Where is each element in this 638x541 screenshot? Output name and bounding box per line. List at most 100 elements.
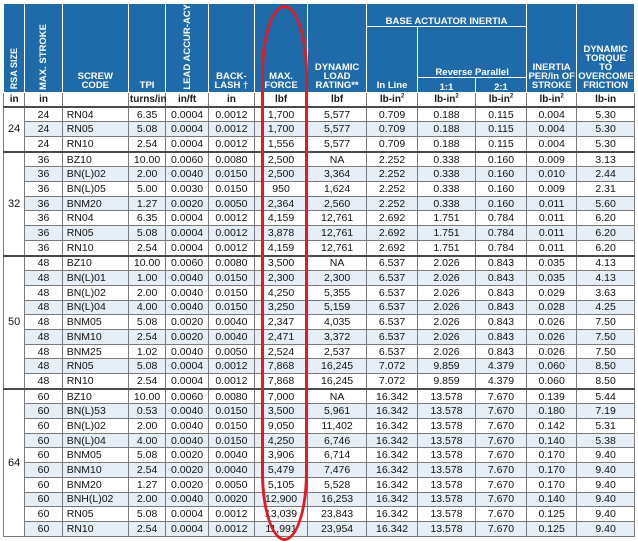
table-cell: 16.342	[365, 418, 419, 434]
table-cell: 0.0020	[165, 447, 209, 464]
table-cell: 0.0150	[207, 284, 255, 301]
table-cell: 1,556	[253, 136, 309, 153]
table-cell: 9.40	[576, 506, 635, 522]
table-cell: 2.026	[417, 314, 476, 330]
table-cell: 60	[24, 476, 63, 493]
spec-table-container: RSA SIZE MAX. STROKE SCREW CODE TPI LEAD…	[2, 3, 635, 541]
table-cell: 0.115	[474, 136, 528, 153]
table-cell: BNM20	[61, 476, 129, 493]
table-cell: 1.751	[417, 239, 476, 257]
table-cell: 0.0020	[165, 462, 209, 478]
table-cell: 6.35	[127, 210, 167, 227]
table-cell: 0.0040	[165, 491, 209, 508]
table-cell: 2,500	[253, 150, 309, 168]
table-cell: 3,364	[307, 166, 367, 183]
table-cell: 9.859	[417, 373, 476, 390]
table-cell: 0.0012	[207, 105, 255, 123]
table-cell: 60	[24, 418, 63, 434]
table-row: 60 BNM10 2.54 0.0020 0.0040 5,479 7,476 16.342 1…	[4, 462, 635, 478]
table-cell: 0.0020	[165, 328, 209, 345]
table-cell: 2.026	[417, 299, 476, 316]
table-cell: 0.140	[526, 432, 578, 449]
table-row: 48 BNM05 5.08 0.0020 0.0040 2,347 4,035 6.537 2.…	[4, 314, 635, 330]
table-cell: 1,700	[253, 121, 309, 138]
table-cell: 0.0020	[165, 476, 209, 493]
table-cell: 2,347	[253, 314, 309, 330]
unit-cell: lbf	[253, 91, 309, 108]
table-cell: 5.08	[127, 121, 167, 138]
table-cell: 0.029	[526, 284, 578, 301]
table-cell: 48	[24, 328, 63, 345]
table-cell: 7.670	[474, 476, 528, 493]
table-cell: 5.38	[576, 432, 635, 449]
table-cell: 2.252	[365, 150, 419, 168]
table-cell: 4.00	[127, 299, 167, 316]
table-cell: 0.160	[474, 166, 528, 183]
table-row: 60 BN(L)53 0.53 0.0040 0.0150 3,500 5,961 16.34…	[4, 403, 635, 420]
table-cell: RN10	[61, 239, 129, 257]
table-cell: 0.0030	[165, 181, 209, 197]
header-rsa-size: RSA SIZE	[2, 3, 26, 93]
table-cell: 2.252	[365, 195, 419, 212]
table-cell: RN10	[61, 373, 129, 390]
table-cell: 6.35	[127, 105, 167, 123]
table-cell: 7.670	[474, 447, 528, 464]
table-cell: 0.0012	[207, 225, 255, 241]
table-row: 60 BN(L)04 4.00 0.0040 0.0150 4,250 6,746 16.34…	[4, 432, 635, 449]
table-cell: 0.0150	[207, 181, 255, 197]
table-cell: 5,105	[253, 476, 309, 493]
table-cell: 60	[24, 506, 63, 522]
table-cell: 5.00	[127, 181, 167, 197]
table-cell: 0.784	[474, 210, 528, 227]
table-cell: 1,624	[307, 181, 367, 197]
table-cell: 0.0040	[165, 270, 209, 286]
table-cell: 3,372	[307, 328, 367, 345]
table-cell: 48	[24, 373, 63, 390]
table-cell: 0.026	[526, 343, 578, 360]
table-cell: 0.170	[526, 462, 578, 478]
table-row: 24 RN10 2.54 0.0004 0.0012 1,556 5,577 0.709 0.1…	[4, 136, 635, 153]
table-cell: 2.252	[365, 181, 419, 197]
table-cell: 9,050	[253, 418, 309, 434]
table-cell: 10.00	[127, 150, 167, 168]
table-cell: BN(L)02	[61, 284, 129, 301]
table-cell: 0.843	[474, 270, 528, 286]
table-row: 48 BN(L)02 2.00 0.0040 0.0150 4,250 5,355 6.537…	[4, 284, 635, 301]
table-cell: 13.578	[417, 491, 476, 508]
table-row: 60 RN05 5.08 0.0004 0.0012 13,039 23,843 16.342…	[4, 506, 635, 522]
unit-cell: in	[24, 91, 63, 108]
table-cell: 7,868	[253, 358, 309, 375]
table-cell: 0.188	[417, 105, 476, 123]
header-dynamic-torque: DYNAMIC TORQUE TO OVERCOME FRICTION	[576, 3, 635, 93]
table-cell: 23,954	[307, 520, 367, 537]
table-cell: 0.0050	[207, 343, 255, 360]
table-cell: 0.0050	[207, 476, 255, 493]
table-cell: 16.342	[365, 447, 419, 464]
table-cell: 60	[24, 462, 63, 478]
table-cell: 13.578	[417, 432, 476, 449]
table-row: 48 BN(L)01 1.00 0.0040 0.0150 2,300 2,300 6.537…	[4, 270, 635, 286]
table-cell: 950	[253, 181, 309, 197]
table-cell: 0.0080	[207, 387, 255, 405]
table-cell: 0.0012	[207, 121, 255, 138]
table-cell: BZ10	[61, 254, 129, 272]
table-cell: 13.578	[417, 520, 476, 537]
table-cell: 0.004	[526, 105, 578, 123]
table-cell: 11,402	[307, 418, 367, 434]
table-cell: 0.0040	[165, 343, 209, 360]
table-cell: 0.0004	[165, 239, 209, 257]
table-cell: 60	[24, 491, 63, 508]
table-cell: 7.19	[576, 403, 635, 420]
table-row: 36 RN05 5.08 0.0004 0.0012 3,878 12,761 2.692 1.…	[4, 225, 635, 241]
table-cell: 13,039	[253, 506, 309, 522]
table-cell: 9.40	[576, 447, 635, 464]
table-cell: 0.0012	[207, 506, 255, 522]
table-cell: 13.578	[417, 506, 476, 522]
table-cell: 36	[24, 195, 63, 212]
table-cell: 13.578	[417, 418, 476, 434]
table-cell: 0.709	[365, 121, 419, 138]
table-cell: 0.115	[474, 105, 528, 123]
table-row: 48 BNM25 1.02 0.0040 0.0050 2,524 2,537 6.537 2.…	[4, 343, 635, 360]
table-cell: 0.028	[526, 299, 578, 316]
table-cell: 0.338	[417, 150, 476, 168]
